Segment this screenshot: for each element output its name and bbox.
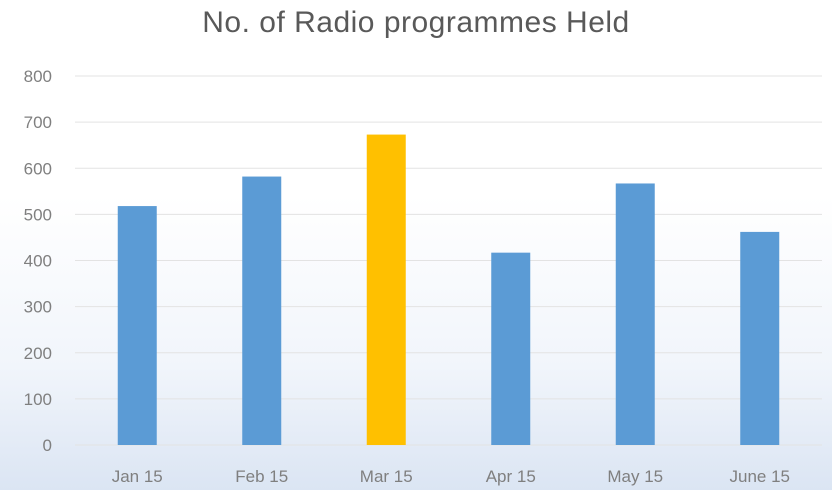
y-tick-label: 100 (24, 390, 52, 409)
bar-june-15 (740, 231, 780, 445)
bar-feb-15 (242, 176, 282, 446)
x-tick-label: Mar 15 (360, 467, 413, 486)
bar-mar-15 (366, 134, 406, 446)
bar-jan-15 (117, 206, 157, 445)
y-tick-label: 500 (24, 205, 52, 224)
y-tick-label: 200 (24, 344, 52, 363)
y-tick-label: 800 (24, 67, 52, 86)
chart-title: No. of Radio programmes Held (202, 6, 630, 39)
bar-apr-15 (491, 252, 531, 445)
bar-may-15 (615, 183, 655, 445)
x-tick-label: May 15 (607, 467, 663, 486)
y-tick-label: 0 (43, 436, 52, 455)
y-tick-label: 300 (24, 298, 52, 317)
y-tick-label: 700 (24, 113, 52, 132)
y-tick-label: 400 (24, 252, 52, 271)
x-tick-label: Feb 15 (235, 467, 288, 486)
x-tick-label: June 15 (730, 467, 791, 486)
y-tick-label: 600 (24, 159, 52, 178)
x-tick-label: Jan 15 (112, 467, 163, 486)
x-tick-label: Apr 15 (486, 467, 536, 486)
